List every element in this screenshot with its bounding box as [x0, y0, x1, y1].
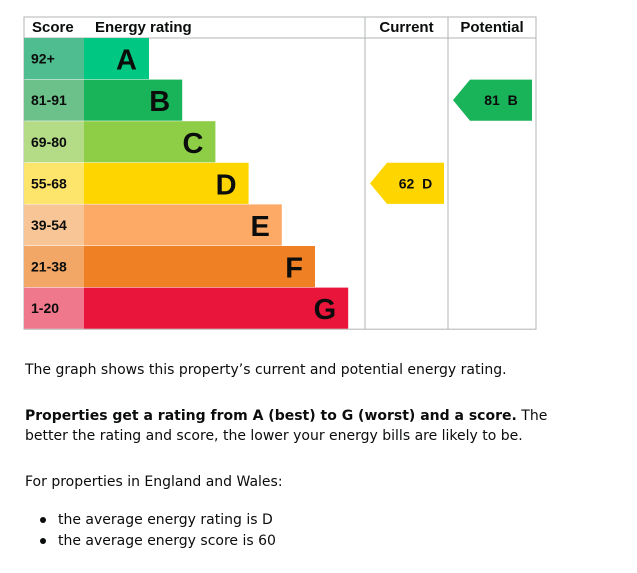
graph-description: The graph shows this property’s current …	[25, 362, 507, 378]
average-stats-list: the average energy rating is D the avera…	[38, 510, 276, 552]
rating-explanation: Properties get a rating from A (best) to…	[25, 406, 585, 446]
header-score: Score	[32, 19, 74, 36]
rating-explanation-bold: Properties get a rating from A (best) to…	[25, 408, 517, 424]
rating-letter-f: F	[285, 253, 303, 285]
score-range-b: 81-91	[31, 92, 67, 108]
potential-rating-label: 81 B	[484, 92, 517, 108]
score-range-g: 1-20	[31, 300, 59, 316]
score-cell-b	[24, 79, 84, 121]
rating-letter-g: G	[314, 294, 337, 326]
rating-bar-c	[84, 121, 216, 163]
rating-bar-e	[84, 204, 282, 246]
potential-rating-arrow	[453, 79, 532, 121]
average-rating-item: the average energy rating is D	[38, 510, 276, 531]
score-cell-g	[24, 287, 84, 329]
rating-explanation-rest: The better the rating and score, the low…	[25, 408, 548, 444]
score-range-a: 92+	[31, 51, 55, 67]
rating-bar-a	[84, 38, 149, 80]
bullet-icon	[40, 538, 46, 544]
header-energy-rating: Energy rating	[95, 19, 192, 36]
header-potential: Potential	[460, 19, 523, 36]
score-cell-f	[24, 246, 84, 288]
rating-bar-g	[84, 287, 349, 329]
average-score-item: the average energy score is 60	[38, 531, 276, 552]
score-range-e: 39-54	[31, 217, 67, 233]
score-range-c: 69-80	[31, 134, 67, 150]
score-cell-c	[24, 121, 84, 163]
rating-letter-a: A	[116, 45, 137, 77]
average-rating-text: the average energy rating is D	[58, 512, 273, 528]
header-current: Current	[379, 19, 433, 36]
region-note: For properties in England and Wales:	[25, 474, 283, 490]
score-cell-d	[24, 162, 84, 204]
score-cell-e	[24, 204, 84, 246]
current-rating-label: 62 D	[399, 175, 432, 191]
rating-letter-e: E	[250, 211, 269, 243]
rating-letter-d: D	[216, 169, 237, 201]
score-range-d: 55-68	[31, 175, 67, 191]
rating-bar-b	[84, 79, 183, 121]
current-rating-arrow	[370, 162, 444, 204]
rating-letter-c: C	[182, 128, 203, 160]
score-cell-a	[24, 38, 84, 80]
rating-bar-d	[84, 162, 249, 204]
score-range-f: 21-38	[31, 259, 67, 275]
bullet-icon	[40, 517, 46, 523]
energy-rating-chart: Score Energy rating Current Potential 92+ A 81…	[23, 16, 537, 330]
rating-bar-f	[84, 246, 315, 288]
rating-letter-b: B	[149, 86, 170, 118]
average-score-text: the average energy score is 60	[58, 533, 276, 549]
